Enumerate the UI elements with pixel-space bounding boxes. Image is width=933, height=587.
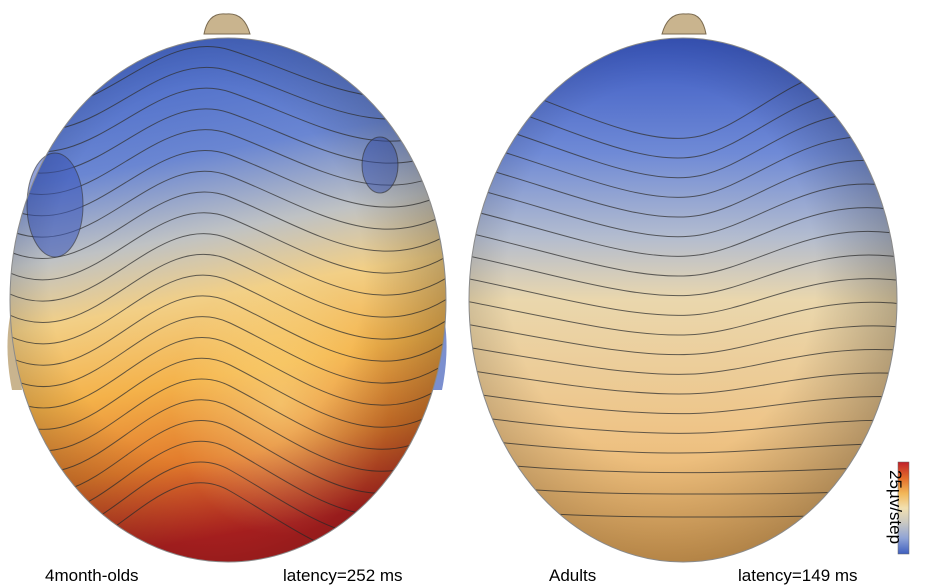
infant-nose (203, 13, 251, 35)
adult-nose (661, 13, 707, 35)
adult-group-label: Adults (549, 566, 597, 585)
infant-head-map (7, 13, 447, 563)
infant-group-label: 4month-olds (45, 566, 139, 585)
color-scale-bar (897, 461, 910, 555)
infant-latency-label: latency=252 ms (283, 566, 403, 585)
color-scale-label: 25µv/step (886, 470, 905, 545)
adult-latency-label: latency=149 ms (738, 566, 858, 585)
adult-head-map (468, 13, 898, 563)
